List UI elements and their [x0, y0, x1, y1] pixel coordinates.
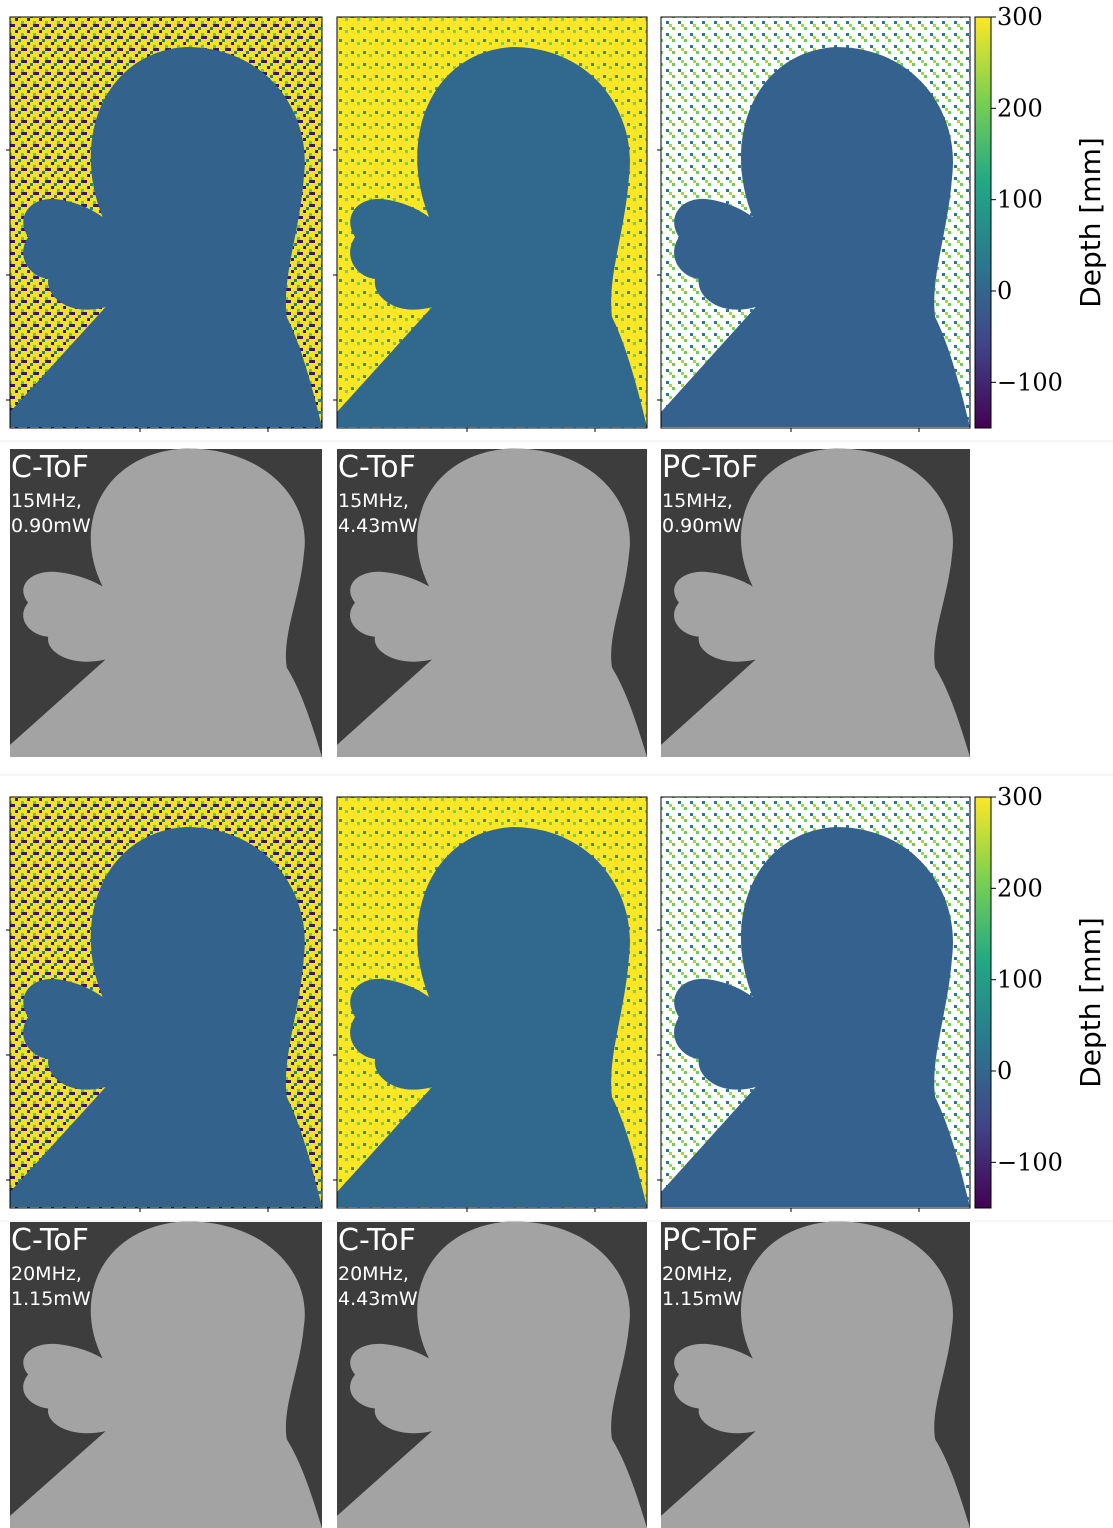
- colorbar-gradient: [975, 797, 991, 1208]
- colorbar-tick-label: 200: [997, 94, 1043, 122]
- setting-label: 0.90mW: [662, 515, 742, 537]
- colorbar-label: Depth [mm]: [1074, 917, 1107, 1088]
- colorbar-tick-label: −100: [997, 1148, 1063, 1176]
- setting-label: 20MHz,: [11, 1263, 82, 1285]
- render-panel: C-ToF 20MHz, 4.43mW: [337, 1221, 647, 1528]
- depth-map: [657, 17, 970, 432]
- setting-label: 15MHz,: [11, 490, 82, 512]
- method-label: C-ToF: [338, 1223, 416, 1258]
- depth-map: [6, 797, 322, 1212]
- render-panel: PC-ToF 20MHz, 1.15mW: [661, 1221, 970, 1528]
- method-label: C-ToF: [11, 1223, 89, 1258]
- render-panel: C-ToF 20MHz, 1.15mW: [10, 1221, 322, 1528]
- colorbar-tick-label: 100: [997, 966, 1043, 994]
- colorbar: 300 200 100 0 −100 Depth [mm]: [975, 3, 1107, 428]
- setting-label: 1.15mW: [11, 1288, 91, 1310]
- colorbar-gradient: [975, 17, 991, 428]
- colorbar-label: Depth [mm]: [1074, 137, 1107, 308]
- setting-label: 0.90mW: [11, 515, 91, 537]
- colorbar-tick-label: 200: [997, 874, 1043, 902]
- depth-map: [333, 17, 647, 432]
- colorbar: 300 200 100 0 −100 Depth [mm]: [975, 783, 1107, 1208]
- method-label: PC-ToF: [662, 450, 758, 485]
- setting-label: 20MHz,: [662, 1263, 733, 1285]
- method-label: C-ToF: [11, 450, 89, 485]
- colorbar-tick-label: 0: [997, 277, 1012, 305]
- colorbar-tick-label: −100: [997, 368, 1063, 396]
- setting-label: 1.15mW: [662, 1288, 742, 1310]
- method-label: PC-ToF: [662, 1223, 758, 1258]
- setting-label: 20MHz,: [338, 1263, 409, 1285]
- colorbar-tick-label: 100: [997, 186, 1043, 214]
- render-panel: C-ToF 15MHz, 0.90mW: [10, 448, 322, 757]
- method-label: C-ToF: [338, 450, 416, 485]
- setting-label: 4.43mW: [338, 1288, 418, 1310]
- colorbar-tick-label: 0: [997, 1057, 1012, 1085]
- setting-label: 4.43mW: [338, 515, 418, 537]
- depth-map: [6, 17, 322, 432]
- render-panel: C-ToF 15MHz, 4.43mW: [337, 448, 647, 757]
- colorbar-tick-label: 300: [997, 783, 1043, 811]
- depth-map: [333, 797, 647, 1212]
- setting-label: 15MHz,: [662, 490, 733, 512]
- colorbar-tick-label: 300: [997, 3, 1043, 31]
- figure: C-ToF 15MHz, 0.90mW C-ToF 15MHz, 4.43mW PC-ToF…: [0, 0, 1113, 1528]
- setting-label: 15MHz,: [338, 490, 409, 512]
- depth-map: [657, 797, 970, 1212]
- render-panel: PC-ToF 15MHz, 0.90mW: [661, 448, 970, 757]
